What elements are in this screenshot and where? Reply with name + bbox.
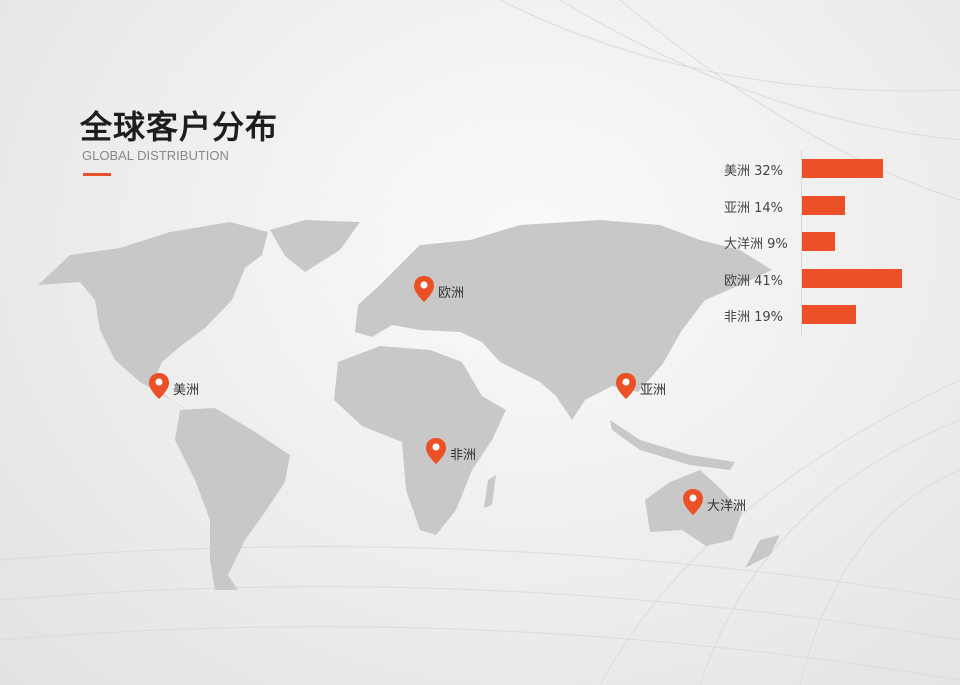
bar-label: 亚洲 14% — [724, 200, 784, 216]
map-pin-oceania[interactable]: 大洋洲 — [682, 488, 746, 516]
madagascar — [484, 475, 496, 508]
map-pin-icon — [426, 438, 446, 464]
title-accent-line — [83, 173, 111, 176]
map-pin-icon — [683, 489, 703, 515]
africa — [334, 346, 506, 535]
pin-label: 大洋洲 — [707, 498, 747, 514]
map-pin-icon — [616, 373, 636, 399]
bar-label: 美洲 32% — [724, 164, 784, 179]
bar-label: 非洲 19% — [724, 310, 784, 325]
bar-label: 大洋洲 9% — [724, 237, 788, 252]
greenland — [270, 220, 360, 272]
bar — [802, 268, 903, 288]
south-america — [175, 408, 290, 590]
map-pin-americas[interactable]: 美洲 — [148, 372, 199, 400]
map-pin-africa[interactable]: 非洲 — [425, 437, 476, 465]
page-title: 全球客户分布 — [80, 108, 279, 146]
bar-label: 欧洲 41% — [724, 273, 784, 289]
page-subtitle: GLOBAL DISTRIBUTION — [82, 148, 229, 163]
pin-label: 非洲 — [450, 447, 477, 463]
pin-label: 亚洲 — [640, 382, 667, 398]
bar — [802, 232, 835, 251]
eurasia — [355, 220, 772, 420]
map-pin-icon — [414, 276, 434, 302]
chart-axis-line — [801, 150, 802, 335]
indonesia — [610, 420, 735, 470]
north-america — [38, 222, 268, 412]
pin-label: 美洲 — [173, 382, 200, 398]
map-pin-icon — [149, 373, 169, 399]
map-pin-europe[interactable]: 欧洲 — [413, 275, 464, 303]
map-pin-asia[interactable]: 亚洲 — [615, 372, 666, 400]
bar — [802, 305, 856, 324]
new-zealand — [745, 535, 780, 568]
pin-label: 欧洲 — [438, 285, 465, 301]
bar — [802, 159, 884, 178]
bar — [802, 195, 846, 215]
